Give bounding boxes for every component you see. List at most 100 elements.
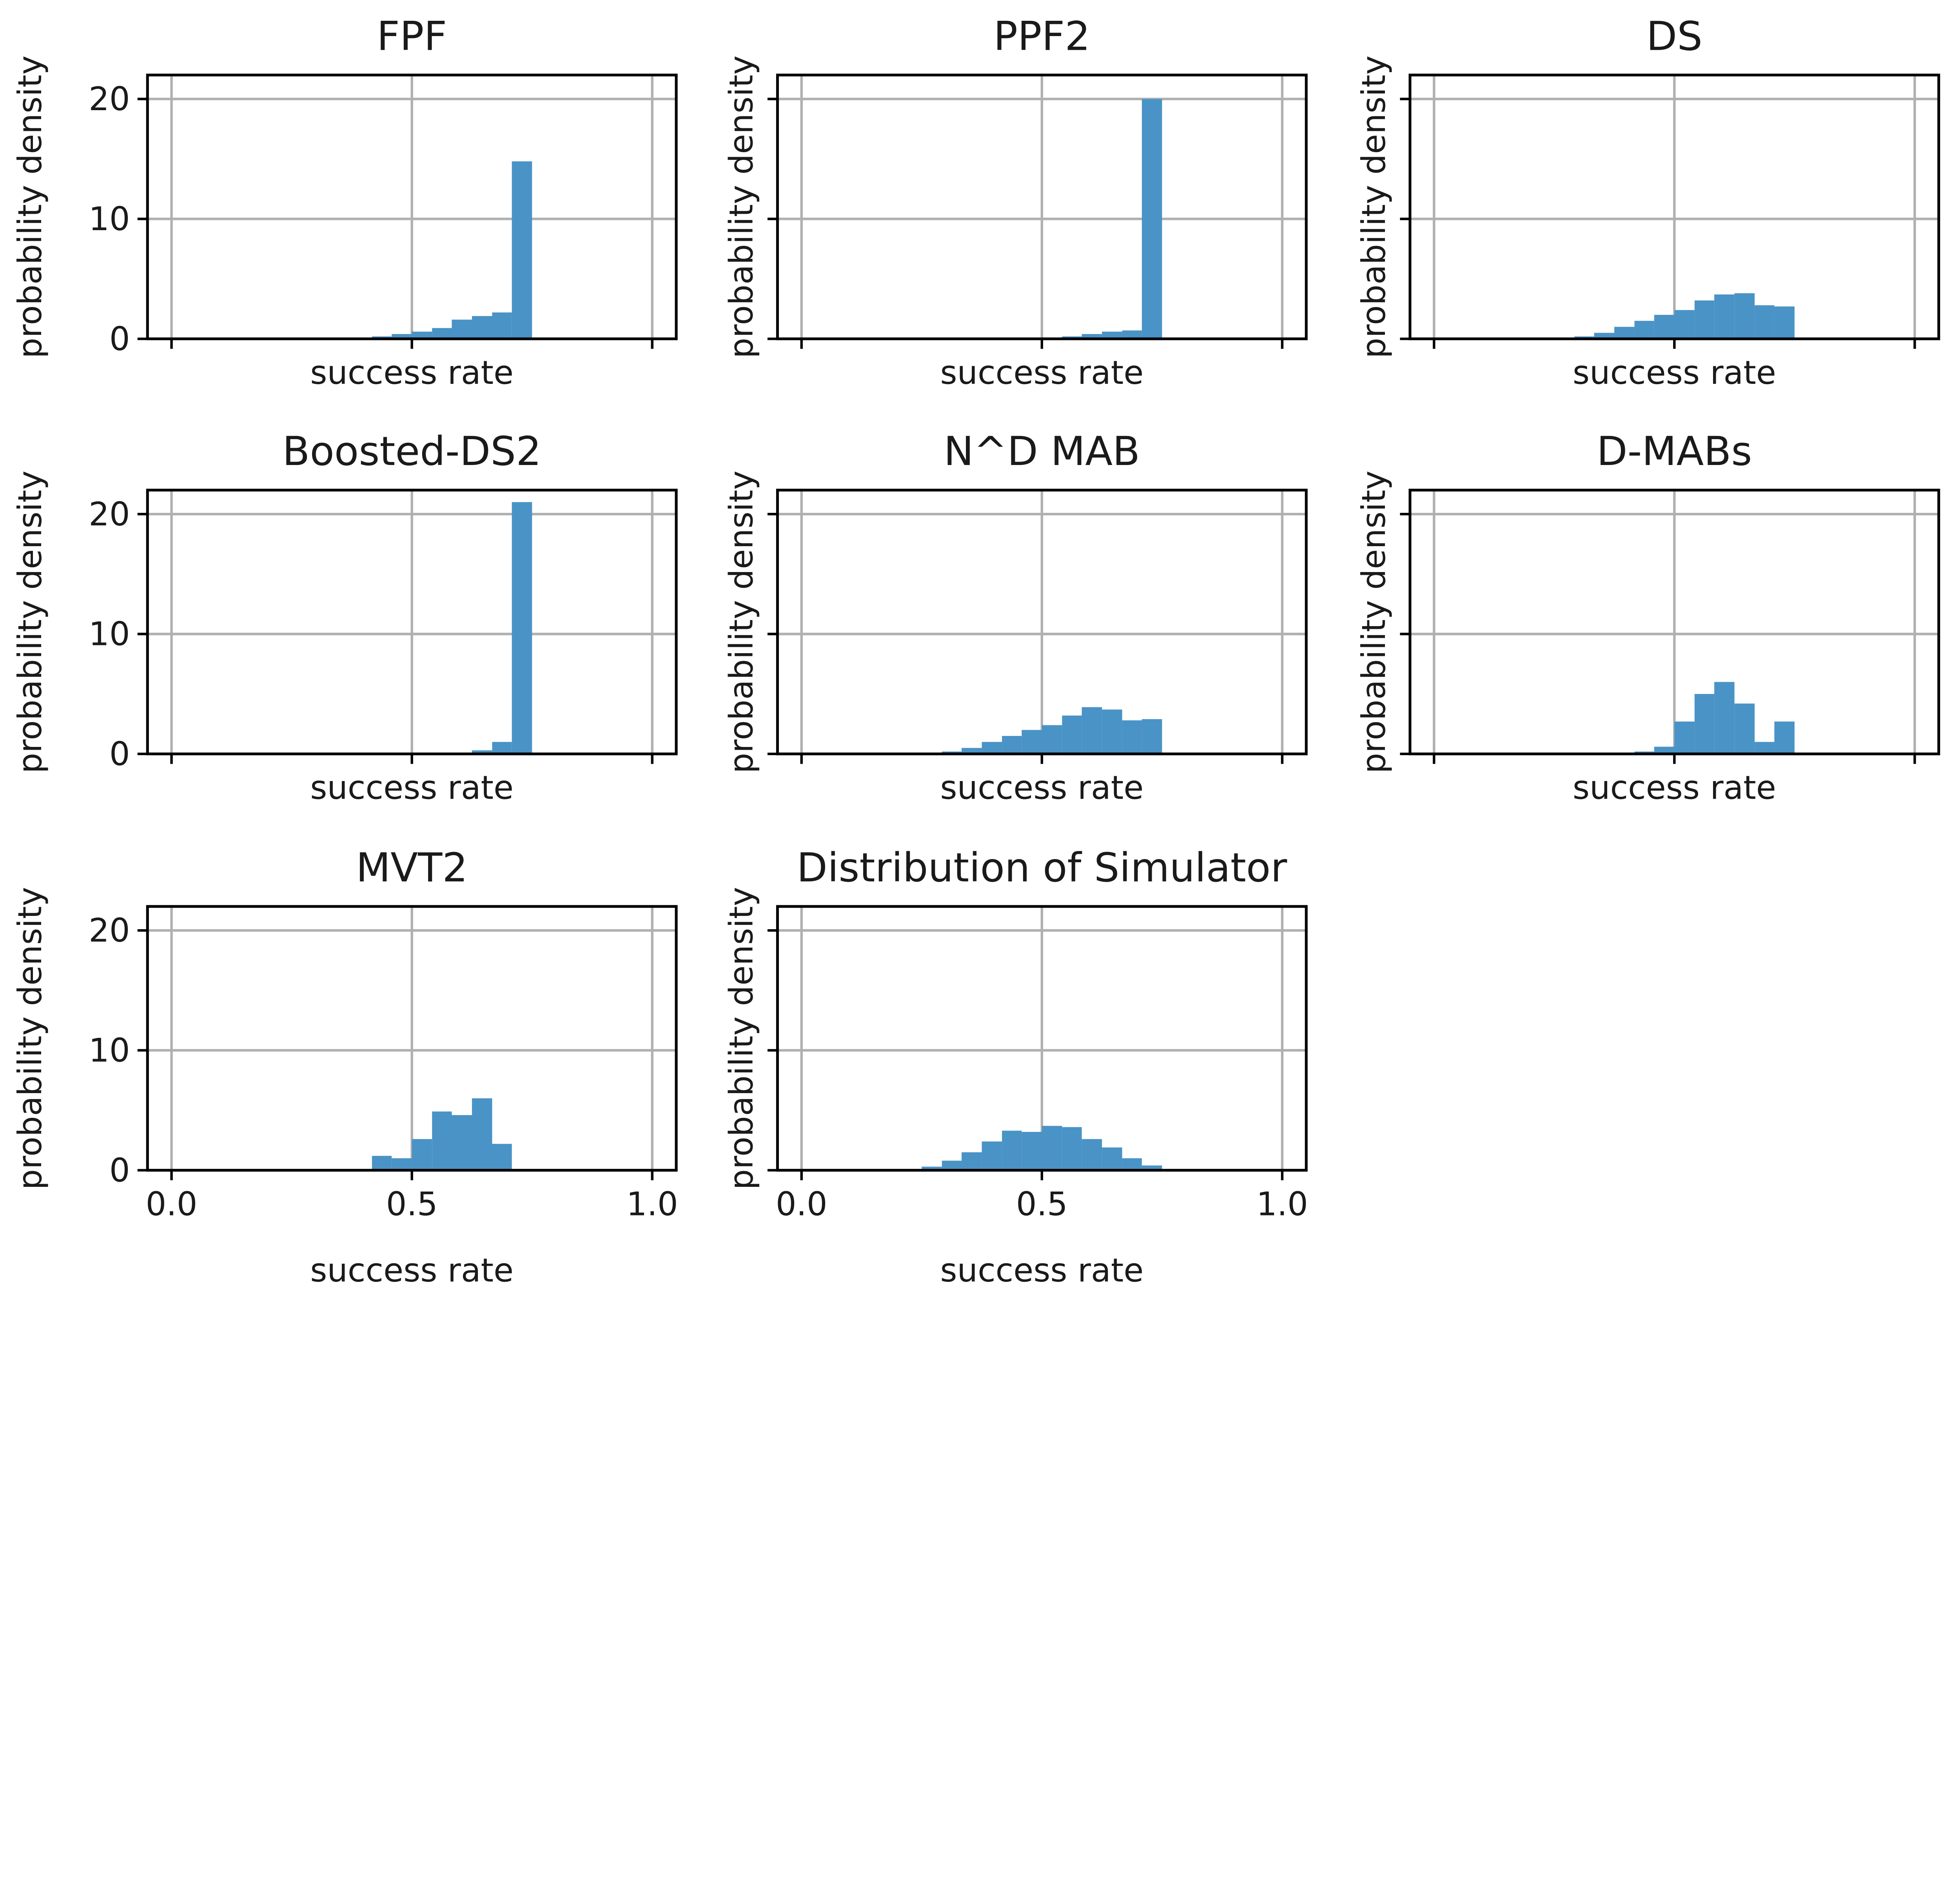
- y-tick-label: 0: [109, 735, 130, 773]
- y-tick-label: 10: [89, 200, 130, 238]
- x-axis-label: success rate: [1573, 769, 1776, 807]
- y-axis-label: probability density: [11, 887, 49, 1190]
- histogram-bar: [512, 502, 532, 754]
- subplot-title: FPF: [377, 13, 447, 60]
- x-axis-label: success rate: [310, 1251, 514, 1289]
- y-axis-label: probability density: [11, 55, 49, 358]
- histogram-bar: [472, 1098, 492, 1170]
- histogram-bar: [432, 1111, 452, 1170]
- histogram-bar: [1062, 1127, 1082, 1170]
- histogram-bar: [962, 1152, 982, 1170]
- histogram-bar: [1142, 99, 1162, 339]
- histogram-bar: [492, 742, 512, 754]
- histogram-bar: [982, 742, 1002, 754]
- histogram-figure: 0 10 20 FPF success rate probability density P…: [11, 13, 1940, 1289]
- y-tick-label: 20: [89, 80, 130, 118]
- subplot-1: 0 10 20 FPF success rate probability density: [11, 13, 678, 392]
- x-tick-label: 0.0: [146, 1185, 198, 1223]
- histogram-bar: [372, 1155, 392, 1170]
- x-axis-label: success rate: [310, 769, 514, 807]
- histogram-bar: [1122, 720, 1142, 754]
- subplot-title: PPF2: [994, 13, 1091, 60]
- histogram-bar: [1102, 1147, 1122, 1170]
- x-axis-label: success rate: [1573, 354, 1776, 392]
- histogram-bar: [1042, 1126, 1062, 1170]
- histogram-bar: [982, 1141, 1002, 1170]
- histogram-bar: [1022, 1132, 1042, 1170]
- x-tick-label: 0.5: [386, 1185, 438, 1223]
- y-axis-label: probability density: [722, 470, 760, 774]
- histogram-bar: [512, 161, 532, 339]
- subplot-title: N^D MAB: [944, 428, 1140, 475]
- y-tick-label: 0: [109, 1151, 130, 1189]
- x-tick-label: 0.0: [776, 1185, 828, 1223]
- y-axis-label: probability density: [722, 55, 760, 358]
- histogram-bar: [412, 331, 432, 339]
- histogram-bar: [412, 1139, 432, 1170]
- histogram-bar: [472, 316, 492, 339]
- subplot-6: D-MABs success rate probability density: [1355, 428, 1940, 807]
- y-tick-label: 0: [109, 320, 130, 358]
- x-axis-label: success rate: [310, 354, 514, 392]
- histogram-bar: [1654, 747, 1675, 754]
- histogram-bar: [942, 1161, 962, 1170]
- histogram-bar: [962, 748, 982, 754]
- histogram-bar: [1714, 294, 1735, 339]
- y-tick-label: 20: [89, 912, 130, 950]
- subplot-title: DS: [1646, 13, 1702, 60]
- y-tick-label: 10: [89, 615, 130, 653]
- subplot-4: 0 10 20 Boosted-DS2 success rate probability …: [11, 428, 678, 807]
- histogram-bar: [432, 328, 452, 339]
- histogram-bar: [492, 1144, 512, 1170]
- histogram-bar: [1714, 682, 1735, 754]
- histogram-bar: [1634, 321, 1654, 339]
- histogram-bar: [392, 1158, 412, 1170]
- y-axis-label: probability density: [1355, 470, 1393, 774]
- histogram-bar: [1674, 310, 1695, 339]
- histogram-bar: [1042, 725, 1062, 754]
- histogram-bar: [1082, 1139, 1102, 1170]
- histogram-bar: [1102, 331, 1122, 339]
- x-tick-label: 1.0: [1256, 1185, 1308, 1223]
- histogram-bar: [1755, 742, 1775, 754]
- histogram-bar: [1122, 330, 1142, 339]
- subplot-5: N^D MAB success rate probability density: [722, 428, 1308, 807]
- x-tick-label: 1.0: [626, 1185, 678, 1223]
- y-axis-label: probability density: [1355, 55, 1393, 358]
- histogram-bar: [922, 1166, 942, 1170]
- y-axis-label: probability density: [11, 470, 49, 774]
- histogram-bar: [1022, 730, 1042, 754]
- y-tick-label: 20: [89, 495, 130, 533]
- histogram-bar: [1082, 707, 1102, 754]
- histogram-bar: [1694, 694, 1715, 754]
- histogram-bar: [1734, 703, 1755, 754]
- subplot-title: Distribution of Simulator: [797, 845, 1287, 891]
- subplot-3: DS success rate probability density: [1355, 13, 1940, 392]
- histogram-bar: [492, 312, 512, 339]
- subplot-8: 0.0 0.5 1.0 Distribution of Simulator succes…: [722, 845, 1308, 1289]
- histogram-bar: [452, 1115, 472, 1170]
- histogram-bar: [1674, 721, 1695, 754]
- histogram-bar: [1654, 314, 1675, 339]
- histogram-bar: [1002, 1130, 1022, 1170]
- histogram-bar: [1774, 721, 1795, 754]
- histogram-bar: [1614, 327, 1635, 339]
- subplot-title: Boosted-DS2: [282, 428, 541, 475]
- histogram-bar: [472, 750, 492, 754]
- subplot-7: 0.0 0.5 1.0 0 10 20 MVT2 success rate probabilit…: [11, 845, 678, 1289]
- histogram-bar: [452, 320, 472, 339]
- histogram-bar: [1102, 709, 1122, 754]
- histogram-bar: [1062, 715, 1082, 754]
- histogram-bar: [1694, 300, 1715, 339]
- histogram-bar: [1774, 306, 1795, 339]
- histogram-bar: [1755, 305, 1775, 339]
- histogram-bar: [1122, 1158, 1142, 1170]
- histogram-bar: [1734, 293, 1755, 339]
- subplot-2: PPF2 success rate probability density: [722, 13, 1308, 392]
- histogram-bar: [1142, 719, 1162, 754]
- x-tick-label: 0.5: [1016, 1185, 1068, 1223]
- histogram-bar: [1002, 736, 1022, 754]
- subplot-title: D-MABs: [1597, 428, 1752, 475]
- x-axis-label: success rate: [940, 354, 1143, 392]
